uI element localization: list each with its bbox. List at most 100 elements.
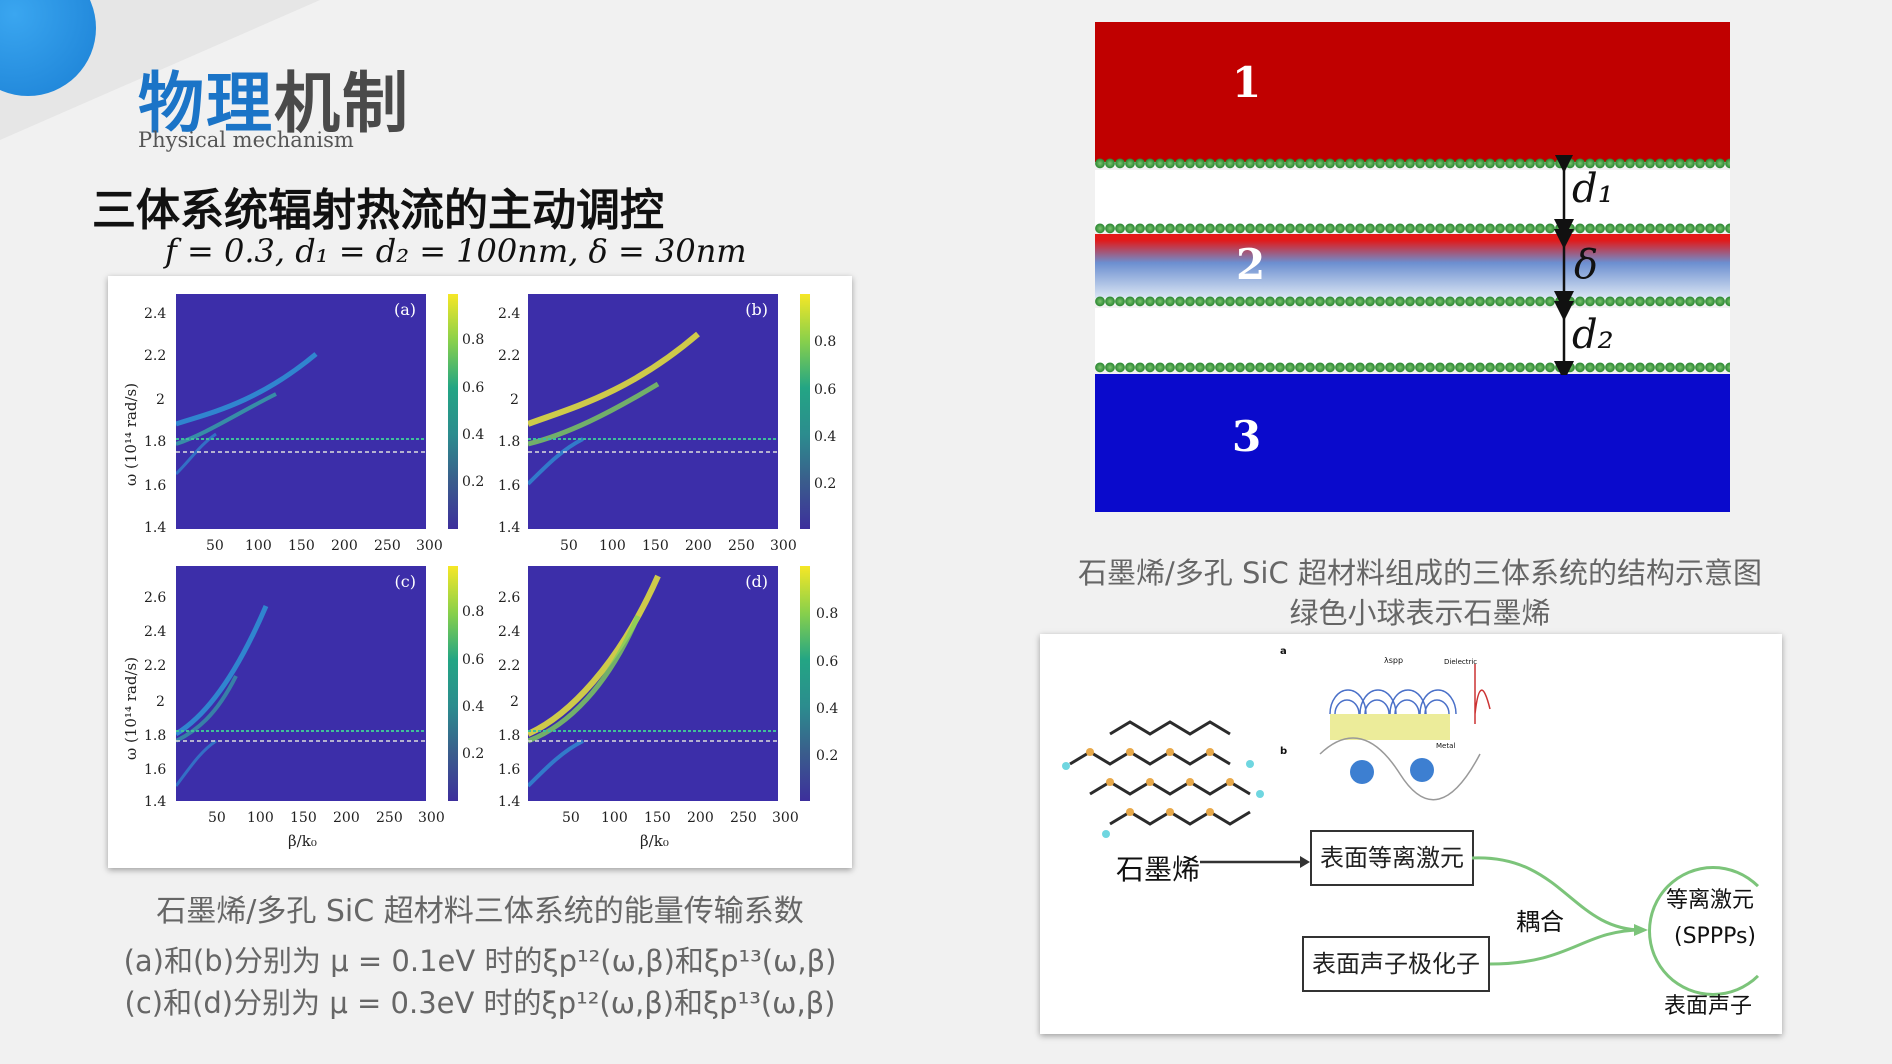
colorbar-c xyxy=(448,566,458,801)
y-tick: 2.2 xyxy=(498,658,521,674)
y-tick: 2.4 xyxy=(498,624,521,640)
dispersion-curves-c xyxy=(174,605,426,787)
y-tick: 1.6 xyxy=(144,762,167,778)
gap-1 xyxy=(1095,170,1730,228)
gap-2 xyxy=(1095,308,1730,366)
inset-label-b: b xyxy=(1280,746,1288,757)
graphene-lattice-illustration xyxy=(1062,720,1264,838)
y-axis-label-bottom: ω (10¹⁴ rad/s) xyxy=(122,656,140,760)
distance-d1-label: d₁ xyxy=(1572,166,1614,212)
arrow-to-surface-plasmon xyxy=(1200,856,1310,868)
thickness-delta-label: δ xyxy=(1574,242,1599,288)
figure-caption-left-line3: (c)和(d)分别为 μ = 0.3eV 时的ξp¹²(ω,β)和ξp¹³(ω,… xyxy=(124,986,836,1020)
x-tick: 100 xyxy=(247,810,274,826)
colorbar-tick: 0.8 xyxy=(462,332,485,348)
x-tick: 300 xyxy=(418,810,445,826)
y-axis-label-top: ω (10¹⁴ rad/s) xyxy=(122,382,140,486)
colorbar-tick: 0.8 xyxy=(462,604,485,620)
y-tick: 1.8 xyxy=(144,434,167,450)
colorbar-a xyxy=(448,294,458,529)
sppps-label-line1: 等离激元 xyxy=(1666,888,1755,913)
y-tick: 2.2 xyxy=(144,348,167,364)
y-tick: 1.4 xyxy=(144,520,167,536)
layer-2-block xyxy=(1095,234,1730,298)
layer-3-block xyxy=(1095,374,1730,512)
panel-tag-c: (c) xyxy=(394,572,416,591)
dispersion-curves-b xyxy=(526,331,778,486)
page-title: 物理机制 xyxy=(138,50,410,146)
y-tick: 2 xyxy=(156,392,165,408)
sppps-circle xyxy=(1648,866,1778,996)
surface-phonon-label: 表面声子 xyxy=(1664,994,1753,1019)
x-tick: 150 xyxy=(642,538,669,554)
plot-panel-a: (a) xyxy=(174,294,426,529)
x-tick: 200 xyxy=(687,810,714,826)
colorbar-tick: 0.2 xyxy=(462,746,485,762)
y-tick: 2.6 xyxy=(144,590,167,606)
x-tick: 50 xyxy=(560,538,578,554)
y-tick: 1.6 xyxy=(498,478,521,494)
y-tick: 2 xyxy=(510,392,519,408)
x-tick: 100 xyxy=(599,538,626,554)
y-tick: 2.4 xyxy=(144,624,167,640)
parameter-formula: f = 0.3, d₁ = d₂ = 100nm, δ = 30nm xyxy=(165,232,747,270)
x-tick: 50 xyxy=(208,810,226,826)
colorbar-tick: 0.2 xyxy=(462,474,485,490)
colorbar-tick: 0.6 xyxy=(814,382,837,398)
graphene-label: 石墨烯 xyxy=(1116,853,1201,886)
inset-metal-label: Metal xyxy=(1436,742,1456,750)
x-tick: 200 xyxy=(685,538,712,554)
page-subtitle: Physical mechanism xyxy=(138,128,354,152)
x-tick: 250 xyxy=(374,538,401,554)
y-tick: 1.8 xyxy=(498,728,521,744)
plot-panel-d: (d) xyxy=(526,566,778,801)
page-title-highlight: 物理 xyxy=(138,65,274,142)
x-tick: 50 xyxy=(562,810,580,826)
colorbar-tick: 0.6 xyxy=(816,654,839,670)
surface-plasmon-box: 表面等离激元 xyxy=(1310,830,1474,886)
panel-tag-d: (d) xyxy=(745,572,768,591)
plot-panel-b: (b) xyxy=(526,294,778,529)
colorbar-tick: 0.4 xyxy=(462,427,485,443)
y-tick: 2 xyxy=(510,694,519,710)
plot-panel-c: (c) xyxy=(174,566,426,801)
page-title-rest: 机制 xyxy=(274,65,410,142)
layer-1-label: 1 xyxy=(1232,58,1262,107)
graphene-layer-top xyxy=(1095,158,1730,170)
y-tick: 1.4 xyxy=(498,520,521,536)
coupling-label: 耦合 xyxy=(1516,908,1564,936)
x-tick: 250 xyxy=(730,810,757,826)
figure-caption-left-title: 石墨烯/多孔 SiC 超材料三体系统的能量传输系数 xyxy=(156,894,804,929)
y-tick: 2.4 xyxy=(144,306,167,322)
y-tick: 1.4 xyxy=(144,794,167,810)
figure-caption-right-line1: 石墨烯/多孔 SiC 超材料组成的三体系统的结构示意图 xyxy=(1078,556,1762,590)
transmission-figure: (a) (b) (c) (d) xyxy=(108,276,852,868)
x-tick: 300 xyxy=(416,538,443,554)
colorbar-tick: 0.8 xyxy=(814,334,837,350)
x-tick: 200 xyxy=(333,810,360,826)
y-tick: 2.2 xyxy=(144,658,167,674)
inset-lambda-label: λspp xyxy=(1384,656,1404,665)
y-tick: 1.6 xyxy=(498,762,521,778)
colorbar-d xyxy=(800,566,810,801)
sppps-label-line2: (SPPPs) xyxy=(1674,924,1757,949)
dispersion-curves-a xyxy=(174,352,426,476)
graphene-layer-mid-bottom xyxy=(1095,296,1730,308)
x-axis-label-right: β/k₀ xyxy=(640,832,669,850)
distance-arrows xyxy=(1554,155,1574,375)
colorbar-tick: 0.2 xyxy=(814,476,837,492)
colorbar-tick: 0.6 xyxy=(462,652,485,668)
x-tick: 250 xyxy=(728,538,755,554)
y-tick: 2.2 xyxy=(498,348,521,364)
colorbar-tick: 0.8 xyxy=(816,606,839,622)
figure-caption-right-line2: 绿色小球表示石墨烯 xyxy=(1289,596,1551,630)
surface-plasmon-label: 表面等离激元 xyxy=(1320,844,1464,872)
panel-tag-a: (a) xyxy=(393,300,416,319)
distance-d2-label: d₂ xyxy=(1572,312,1614,358)
x-tick: 200 xyxy=(331,538,358,554)
colorbar-tick: 0.6 xyxy=(462,380,485,396)
x-tick: 100 xyxy=(601,810,628,826)
x-tick: 300 xyxy=(772,810,799,826)
layer-3-label: 3 xyxy=(1232,412,1262,461)
colorbar-tick: 0.2 xyxy=(816,748,839,764)
